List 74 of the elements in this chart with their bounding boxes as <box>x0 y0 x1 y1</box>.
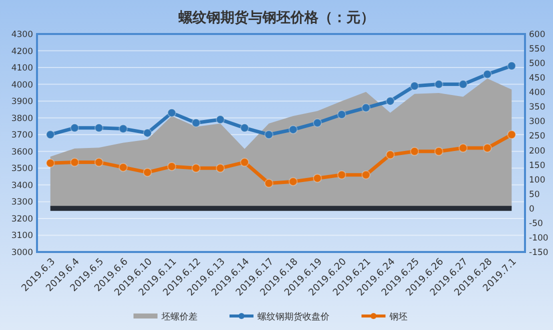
point <box>410 81 420 90</box>
y-tick-label: 3500 <box>11 164 33 174</box>
point <box>458 144 468 153</box>
y2-tick-label: -150 <box>529 248 548 258</box>
point <box>94 158 104 167</box>
point <box>312 118 322 128</box>
point <box>288 125 298 134</box>
y2-tick-label: 250 <box>529 132 546 142</box>
legend-label: 螺纹钢期货收盘价 <box>258 312 330 322</box>
point <box>361 103 370 112</box>
legend-label: 坯螺价差 <box>160 312 198 322</box>
point <box>192 118 201 128</box>
point <box>167 162 176 171</box>
point <box>337 110 346 119</box>
y2-tick-label: 0 <box>529 204 534 214</box>
point <box>482 144 492 153</box>
point <box>118 124 128 134</box>
y2-tick-label: 400 <box>529 88 546 98</box>
y-tick-label: 3400 <box>11 180 33 191</box>
point <box>240 123 250 132</box>
point <box>337 170 346 180</box>
point <box>46 158 55 168</box>
point <box>482 70 492 79</box>
point <box>410 146 420 156</box>
point <box>288 177 298 186</box>
point <box>142 128 152 138</box>
y2-tick-label: 100 <box>529 175 546 186</box>
y-tick-label: 4100 <box>11 64 33 74</box>
point <box>507 61 516 70</box>
point <box>70 123 80 132</box>
y-tick-label: 4300 <box>11 30 33 40</box>
y2-tick-label: 200 <box>529 146 546 156</box>
point <box>240 158 250 167</box>
point <box>70 158 80 167</box>
y2-tick-label: 450 <box>529 74 546 84</box>
point <box>216 115 225 124</box>
legend-label: 钢坯 <box>388 312 408 322</box>
point <box>118 162 128 172</box>
y2-tick-label: 50 <box>529 190 540 200</box>
y-tick-label: 3600 <box>11 147 33 158</box>
point <box>192 164 201 173</box>
y2-tick-label: -50 <box>529 218 543 229</box>
point <box>264 178 274 188</box>
y-tick-label: 3100 <box>11 231 33 242</box>
point <box>264 130 274 140</box>
y2-tick-label: 500 <box>529 59 546 70</box>
point <box>142 168 152 177</box>
y-tick-label: 3800 <box>11 114 33 124</box>
y-tick-label: 4200 <box>11 46 33 57</box>
point <box>167 108 176 118</box>
y-tick-label: 3200 <box>11 214 33 224</box>
point <box>94 123 104 132</box>
point <box>386 96 395 106</box>
y2-tick-label: -100 <box>529 233 548 244</box>
point <box>312 174 322 183</box>
point <box>216 164 225 173</box>
y2-tick-label: 350 <box>529 102 546 113</box>
chart-title: 螺纹钢期货与钢坯价格（：元） <box>178 10 374 26</box>
y2-tick-label: 300 <box>529 117 546 128</box>
y2-tick-label: 600 <box>529 30 546 40</box>
y-tick-label: 4000 <box>11 80 33 90</box>
y-tick-label: 3300 <box>11 198 33 208</box>
point <box>458 80 468 89</box>
y2-tick-label: 550 <box>529 44 546 55</box>
point <box>361 170 370 180</box>
point <box>386 150 395 160</box>
point <box>434 80 444 89</box>
y2-tick-label: 150 <box>529 160 546 171</box>
point <box>46 130 55 140</box>
point <box>507 130 516 140</box>
y-tick-label: 3900 <box>11 97 33 108</box>
y-tick-label: 3000 <box>11 248 33 258</box>
y-tick-label: 3700 <box>11 130 33 141</box>
point <box>434 146 444 156</box>
